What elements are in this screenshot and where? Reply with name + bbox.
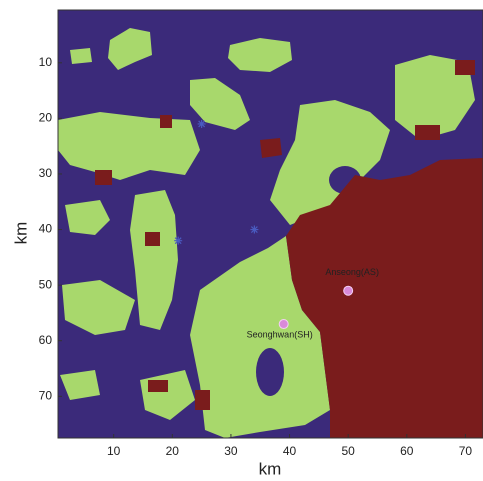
x-tick-label: 50 <box>341 444 355 458</box>
y-tick-label: 10 <box>39 55 53 69</box>
land-red <box>260 138 282 158</box>
y-axis-label: km <box>11 222 30 245</box>
raster-map <box>58 10 483 438</box>
x-tick-label: 20 <box>166 444 180 458</box>
land-red <box>148 380 168 392</box>
station-star <box>250 226 258 234</box>
station-point <box>279 320 288 329</box>
station-star <box>174 237 182 245</box>
x-axis-label: km <box>259 459 282 478</box>
y-tick-label: 50 <box>39 277 53 291</box>
hole <box>256 348 284 396</box>
land-red <box>160 115 172 128</box>
x-tick-label: 60 <box>400 444 414 458</box>
y-tick-label: 70 <box>39 388 53 402</box>
chart: km km 10 20 30 40 50 60 70 10 20 30 40 50 60 70 Anseon… <box>0 0 483 481</box>
x-tick-label: 40 <box>283 444 297 458</box>
y-tick-label: 30 <box>39 166 53 180</box>
land-green <box>70 48 92 64</box>
land-red <box>145 232 160 246</box>
land-red <box>195 390 210 410</box>
station-star <box>198 120 206 128</box>
x-tick-label: 10 <box>107 444 121 458</box>
x-tick-label: 70 <box>459 444 473 458</box>
station-label: Seonghwan(SH) <box>247 329 313 339</box>
y-tick-label: 60 <box>39 333 53 347</box>
station-label: Anseong(AS) <box>325 267 379 277</box>
y-tick-label: 20 <box>39 111 53 125</box>
land-red <box>415 125 440 140</box>
y-tick-label: 40 <box>39 222 53 236</box>
station-point <box>344 286 353 295</box>
land-red <box>455 60 475 75</box>
land-red <box>95 170 112 185</box>
x-tick-label: 30 <box>224 444 238 458</box>
